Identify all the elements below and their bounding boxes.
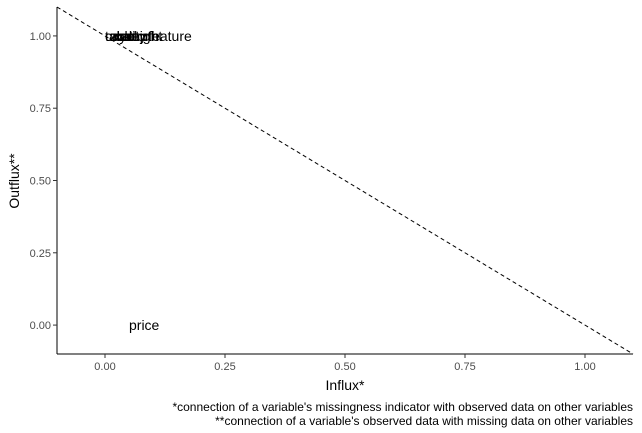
point-label-table: table bbox=[105, 28, 136, 44]
x-axis-title: Influx* bbox=[326, 377, 365, 393]
point-label-weight: weight bbox=[121, 28, 163, 44]
y-ticks-group: 0.00 0.25 0.50 0.75 1.00 bbox=[30, 31, 57, 332]
caption-line-1: *connection of a variable's missingness … bbox=[172, 400, 633, 414]
x-ticks-group: 0.00 0.25 0.50 0.75 1.00 bbox=[94, 354, 596, 373]
reference-line-group bbox=[56, 6, 634, 355]
point-label-cut: cut bbox=[115, 28, 134, 44]
point-label-feature: feature bbox=[148, 28, 192, 44]
x-tick-label: 0.75 bbox=[454, 361, 475, 373]
y-axis-title: Outflux** bbox=[6, 153, 22, 209]
x-tick-label: 0.25 bbox=[214, 361, 235, 373]
x-tick-label: 0.00 bbox=[94, 361, 115, 373]
x-tick-label: 1.00 bbox=[574, 361, 595, 373]
point-label-z: z bbox=[110, 28, 117, 44]
y-tick-label: 0.75 bbox=[30, 103, 51, 115]
y-tick-label: 0.25 bbox=[30, 248, 51, 260]
x-tick-label: 0.50 bbox=[334, 361, 355, 373]
point-label-color: color bbox=[119, 28, 150, 44]
caption-line-2: **connection of a variable's observed da… bbox=[215, 414, 633, 428]
point-label-price: price bbox=[129, 317, 160, 333]
y-tick-label: 0.00 bbox=[30, 320, 51, 332]
point-label-carat: carat bbox=[105, 28, 136, 44]
reference-line bbox=[56, 6, 634, 355]
point-label-clarity: clarity bbox=[110, 28, 147, 44]
y-tick-label: 0.50 bbox=[30, 176, 51, 188]
point-label-y: y bbox=[119, 28, 126, 44]
point-label-depth: depth bbox=[124, 28, 159, 44]
point-label-x: x bbox=[115, 28, 122, 44]
y-tick-label: 1.00 bbox=[30, 31, 51, 43]
